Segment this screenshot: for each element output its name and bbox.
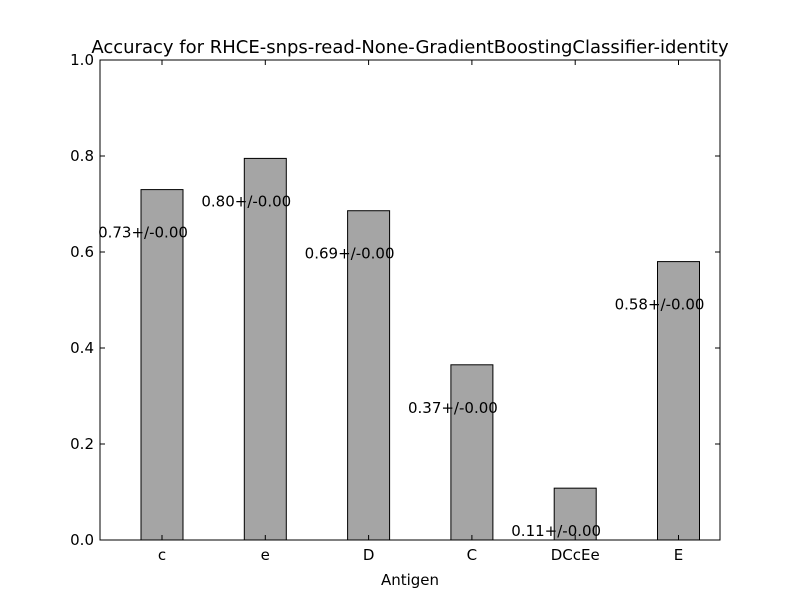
data-label-E: 0.58+/-0.00 (615, 296, 705, 314)
data-label-D: 0.69+/-0.00 (305, 245, 395, 263)
y-tick-label-4: 0.8 (70, 147, 94, 165)
y-tick-label-2: 0.4 (70, 339, 94, 357)
x-tick-label-e: e (261, 546, 270, 564)
x-tick-label-DCcEe: DCcEe (551, 546, 600, 564)
ticks-layer: c e D C DCcEe E 0.0 0.2 0.4 0.6 0.8 1.0 (70, 51, 720, 564)
data-label-e: 0.80+/-0.00 (201, 192, 291, 210)
bars-layer (140, 157, 700, 541)
x-tick-label-C: C (467, 546, 477, 564)
data-label-c: 0.73+/-0.00 (98, 224, 188, 242)
bar-e (243, 157, 287, 541)
plot-frame (99, 59, 721, 541)
y-tick-label-3: 0.6 (70, 243, 94, 261)
data-label-C: 0.37+/-0.00 (408, 399, 498, 417)
bar-D (347, 210, 391, 541)
y-tick-label-1: 0.2 (70, 435, 94, 453)
data-labels-layer: 0.73+/-0.00 0.80+/-0.00 0.69+/-0.00 0.37+/-… (98, 192, 704, 540)
data-label-DCcEe: 0.11+/-0.00 (511, 522, 601, 540)
chart-title: Accuracy for RHCE-snps-read-None-Gradien… (91, 37, 729, 58)
x-tick-label-c: c (158, 546, 166, 564)
y-tick-label-5: 1.0 (70, 51, 94, 69)
y-tick-label-0: 0.0 (70, 531, 94, 549)
x-tick-label-E: E (674, 546, 683, 564)
bar-C (450, 364, 494, 541)
x-tick-label-D: D (363, 546, 375, 564)
x-axis-label: Antigen (381, 571, 439, 589)
bar-c (140, 189, 184, 541)
